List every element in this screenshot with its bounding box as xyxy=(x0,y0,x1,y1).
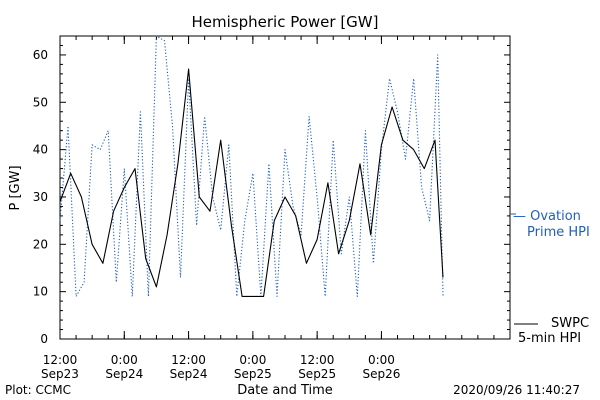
legend-swpc-line2: 5-min HPI xyxy=(518,331,581,346)
footer-timestamp: 2020/09/26 11:40:27 xyxy=(453,383,580,397)
x-axis-label: Date and Time xyxy=(237,383,333,398)
y-tick-label: 40 xyxy=(33,143,48,157)
x-tick-label-time: 0:00 xyxy=(368,353,395,367)
plot-area xyxy=(59,35,511,340)
series-layer xyxy=(59,35,516,297)
x-tick-label-time: 12:00 xyxy=(43,353,78,367)
x-tick-label-date: Sep24 xyxy=(170,367,208,381)
chart-title: Hemispheric Power [GW] xyxy=(192,13,379,31)
ovation-prime-hpi-line xyxy=(59,35,444,297)
x-tick-label-time: 0:00 xyxy=(239,353,266,367)
y-axis: 0 10 20 30 40 50 60 xyxy=(33,35,510,346)
y-axis-label: P [GW] xyxy=(8,165,23,210)
x-tick-label-time: 12:00 xyxy=(171,353,206,367)
legend-swpc-line1: SWPC xyxy=(551,316,589,331)
y-tick-label: 20 xyxy=(33,237,48,251)
legend-ovation-line2: Prime HPI xyxy=(527,225,590,240)
x-tick-label-date: Sep25 xyxy=(298,367,336,381)
plot-border xyxy=(59,35,511,340)
legend: — Ovation Prime HPI SWPC 5-min HPI xyxy=(513,209,590,346)
y-tick-label: 0 xyxy=(40,332,48,346)
y-tick-label: 10 xyxy=(33,285,48,299)
x-tick-label-date: Sep24 xyxy=(105,367,143,381)
swpc-hpi-line xyxy=(59,68,444,297)
x-tick-label-time: 12:00 xyxy=(300,353,335,367)
legend-ovation-line1: — Ovation xyxy=(513,209,581,224)
x-tick-label-date: Sep23 xyxy=(41,367,79,381)
x-tick-label-time: 0:00 xyxy=(111,353,138,367)
footer-plot-credit: Plot: CCMC xyxy=(5,383,71,397)
y-tick-label: 60 xyxy=(33,48,48,62)
y-tick-label: 30 xyxy=(33,190,48,204)
x-tick-label-date: Sep25 xyxy=(234,367,272,381)
x-axis: 12:00Sep230:00Sep2412:00Sep240:00Sep2512… xyxy=(41,36,511,381)
x-tick-label-date: Sep26 xyxy=(362,367,400,381)
y-tick-label: 50 xyxy=(33,95,48,109)
